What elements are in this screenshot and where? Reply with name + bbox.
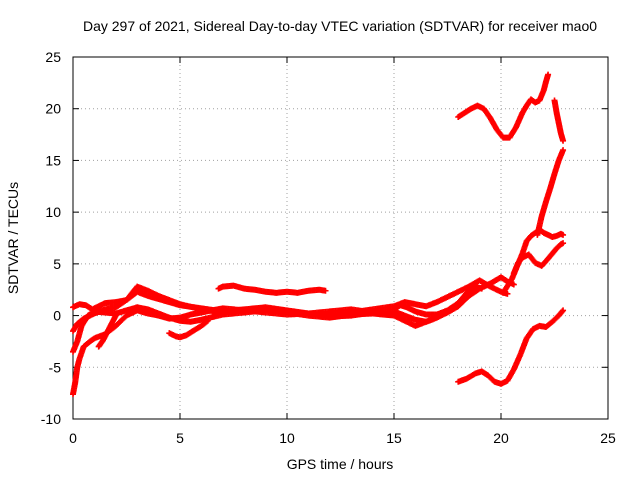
data-point bbox=[478, 285, 485, 292]
y-tick-label: 5 bbox=[53, 256, 61, 272]
y-tick-label: 0 bbox=[53, 308, 61, 324]
x-axis-label: GPS time / hours bbox=[287, 456, 394, 472]
data-point bbox=[510, 281, 517, 288]
data-point bbox=[560, 147, 567, 154]
data-point bbox=[322, 287, 329, 294]
series-arc-9 bbox=[455, 71, 552, 141]
data-point bbox=[559, 308, 566, 315]
series-arc-6 bbox=[166, 317, 211, 341]
data-point bbox=[545, 71, 552, 78]
data-point bbox=[560, 231, 567, 238]
y-tick-label: 15 bbox=[45, 152, 61, 168]
series-arc-10 bbox=[551, 97, 567, 144]
series-arc-8 bbox=[391, 283, 485, 318]
y-axis-label: SDTVAR / TECUs bbox=[5, 182, 21, 294]
x-tick-label: 5 bbox=[176, 430, 184, 446]
series-arc-5 bbox=[95, 312, 119, 350]
x-tick-label: 25 bbox=[600, 430, 616, 446]
series-arc-4 bbox=[70, 305, 397, 398]
grid-lines bbox=[73, 57, 608, 419]
data-point bbox=[112, 312, 119, 319]
y-tick-label: 25 bbox=[45, 49, 61, 65]
data-point bbox=[504, 290, 511, 297]
y-tick-label: 20 bbox=[45, 101, 61, 117]
data-point bbox=[560, 137, 567, 144]
data-point bbox=[560, 240, 567, 247]
x-tick-label: 0 bbox=[69, 430, 77, 446]
data-marks bbox=[70, 71, 567, 398]
data-point bbox=[204, 317, 211, 324]
y-tick-label: 10 bbox=[45, 204, 61, 220]
data-point bbox=[391, 311, 397, 318]
y-tick-label: -10 bbox=[41, 411, 61, 427]
data-point bbox=[203, 318, 210, 325]
series-arc-11 bbox=[455, 307, 567, 387]
series-arc-13 bbox=[510, 240, 567, 277]
data-point bbox=[560, 307, 567, 314]
x-tick-label: 20 bbox=[493, 430, 509, 446]
series-arc-14 bbox=[534, 147, 567, 238]
plot-frame bbox=[72, 56, 609, 420]
chart-title: Day 297 of 2021, Sidereal Day-to-day VTE… bbox=[83, 18, 597, 34]
series-arc-7 bbox=[215, 282, 329, 296]
y-tick-label: -5 bbox=[49, 359, 62, 375]
x-tick-label: 15 bbox=[386, 430, 402, 446]
x-tick-label: 10 bbox=[279, 430, 295, 446]
axis-ticks: 0 5 10 15 20 25 -10 -5 0 5 10 15 20 25 bbox=[41, 49, 616, 446]
